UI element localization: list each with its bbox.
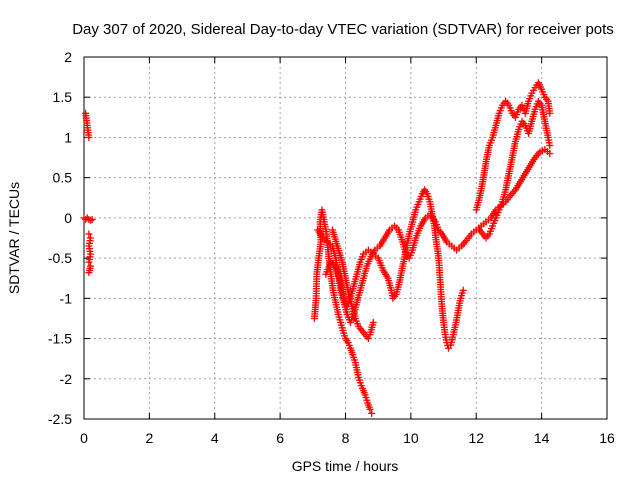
x-tick-labels: 0 2 4 6 8 10 12 14 16 (80, 430, 615, 446)
y-tick-label: 0.5 (53, 170, 73, 186)
x-tick-label: 2 (145, 430, 153, 446)
x-tick-label: 4 (211, 430, 219, 446)
x-tick-label: 10 (403, 430, 419, 446)
data-point (85, 133, 93, 141)
data-point (369, 318, 377, 326)
y-tick-label: -2 (60, 371, 73, 387)
data-point (85, 269, 93, 277)
x-tick-label: 8 (342, 430, 350, 446)
data-point (546, 109, 554, 117)
y-tick-labels: 2 1.5 1 0.5 0 -0.5 -1 -1.5 -2 -2.5 (48, 49, 72, 427)
x-tick-label: 0 (80, 430, 88, 446)
data-point (85, 230, 93, 238)
y-tick-label: -0.5 (48, 250, 72, 266)
x-tick-label: 16 (599, 430, 615, 446)
y-axis-label: SDTVAR / TECUs (6, 182, 22, 294)
x-tick-label: 14 (534, 430, 550, 446)
y-tick-label: 1 (64, 129, 72, 145)
y-tick-label: -2.5 (48, 411, 72, 427)
axis-ticks (83, 56, 608, 420)
x-axis-label: GPS time / hours (292, 458, 399, 474)
data-point (88, 215, 96, 223)
data-point (368, 409, 376, 417)
data-point (366, 405, 374, 413)
data-point (546, 150, 554, 158)
data-point (364, 335, 372, 343)
data-point (85, 258, 93, 266)
data-point (87, 216, 95, 224)
y-tick-label: 0 (64, 210, 72, 226)
y-tick-label: -1 (60, 290, 73, 306)
y-tick-label: 2 (64, 49, 72, 65)
chart-title: Day 307 of 2020, Sidereal Day-to-day VTE… (72, 21, 614, 38)
y-tick-label: 1.5 (53, 89, 73, 105)
data-points (80, 79, 554, 417)
data-point (459, 286, 467, 294)
x-tick-label: 12 (468, 430, 484, 446)
data-point (546, 141, 554, 149)
y-tick-label: -1.5 (48, 331, 72, 347)
x-tick-label: 6 (276, 430, 284, 446)
